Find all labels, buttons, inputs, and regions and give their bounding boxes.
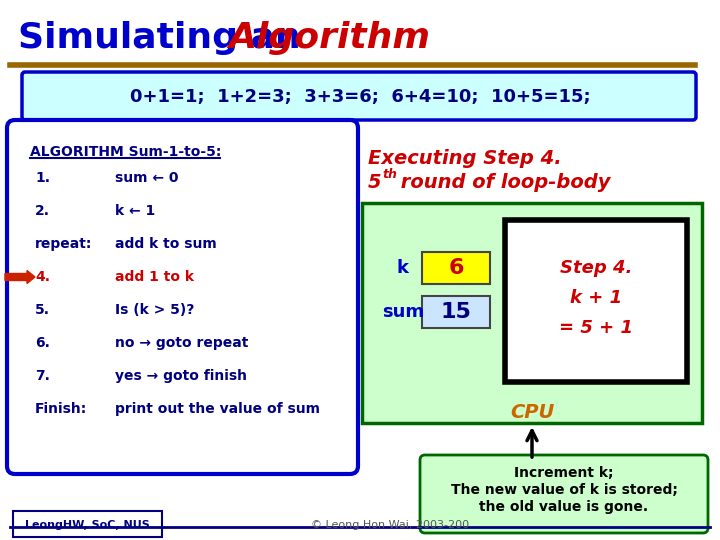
Text: the old value is gone.: the old value is gone. [480,500,649,514]
Text: add k to sum: add k to sum [115,237,217,251]
Bar [422,296,490,328]
Text: print out the value of sum: print out the value of sum [115,402,320,416]
Text: LeongHW, SoC, NUS: LeongHW, SoC, NUS [24,520,149,530]
Text: k ← 1: k ← 1 [115,204,156,218]
Text: repeat:: repeat: [35,237,92,251]
Text: 0+1=1;  1+2=3;  3+3=6;  6+4=10;  10+5=15;: 0+1=1; 1+2=3; 3+3=6; 6+4=10; 10+5=15; [130,88,590,106]
Text: Finish:: Finish: [35,402,87,416]
Text: ALGORITHM Sum-1-to-5:: ALGORITHM Sum-1-to-5: [30,145,221,159]
Text: sum ← 0: sum ← 0 [115,171,179,185]
Text: 4.: 4. [35,270,50,284]
Text: yes → goto finish: yes → goto finish [115,369,247,383]
Text: Step 4.: Step 4. [560,259,632,277]
Text: Increment k;: Increment k; [514,466,613,480]
Text: 5.: 5. [35,303,50,317]
Text: 5: 5 [368,172,382,192]
Text: k + 1: k + 1 [570,289,622,307]
Text: no → goto repeat: no → goto repeat [115,336,248,350]
Text: Executing Step 4.: Executing Step 4. [368,148,562,167]
Text: 6.: 6. [35,336,50,350]
Text: sum: sum [382,303,424,321]
Text: CPU: CPU [510,402,554,422]
Bar [422,252,490,284]
FancyBboxPatch shape [362,203,702,423]
FancyBboxPatch shape [13,511,162,537]
FancyBboxPatch shape [7,120,358,474]
Text: 7.: 7. [35,369,50,383]
Text: 2.: 2. [35,204,50,218]
Text: 6: 6 [449,258,464,278]
Text: round of loop-body: round of loop-body [394,172,611,192]
Text: © Leong Hon Wai, 2003-200: © Leong Hon Wai, 2003-200 [311,520,469,530]
Text: th: th [382,168,397,181]
Text: add 1 to k: add 1 to k [115,270,194,284]
FancyArrow shape [5,271,35,284]
FancyBboxPatch shape [420,455,708,533]
Text: The new value of k is stored;: The new value of k is stored; [451,483,678,497]
Text: Algorithm: Algorithm [228,21,430,55]
Text: = 5 + 1: = 5 + 1 [559,319,633,337]
FancyBboxPatch shape [22,72,696,120]
Bar [505,220,687,382]
Text: k: k [397,259,409,277]
Text: Is (k > 5)?: Is (k > 5)? [115,303,194,317]
Text: 1.: 1. [35,171,50,185]
Text: Simulating an: Simulating an [18,21,313,55]
Text: 15: 15 [441,302,472,322]
